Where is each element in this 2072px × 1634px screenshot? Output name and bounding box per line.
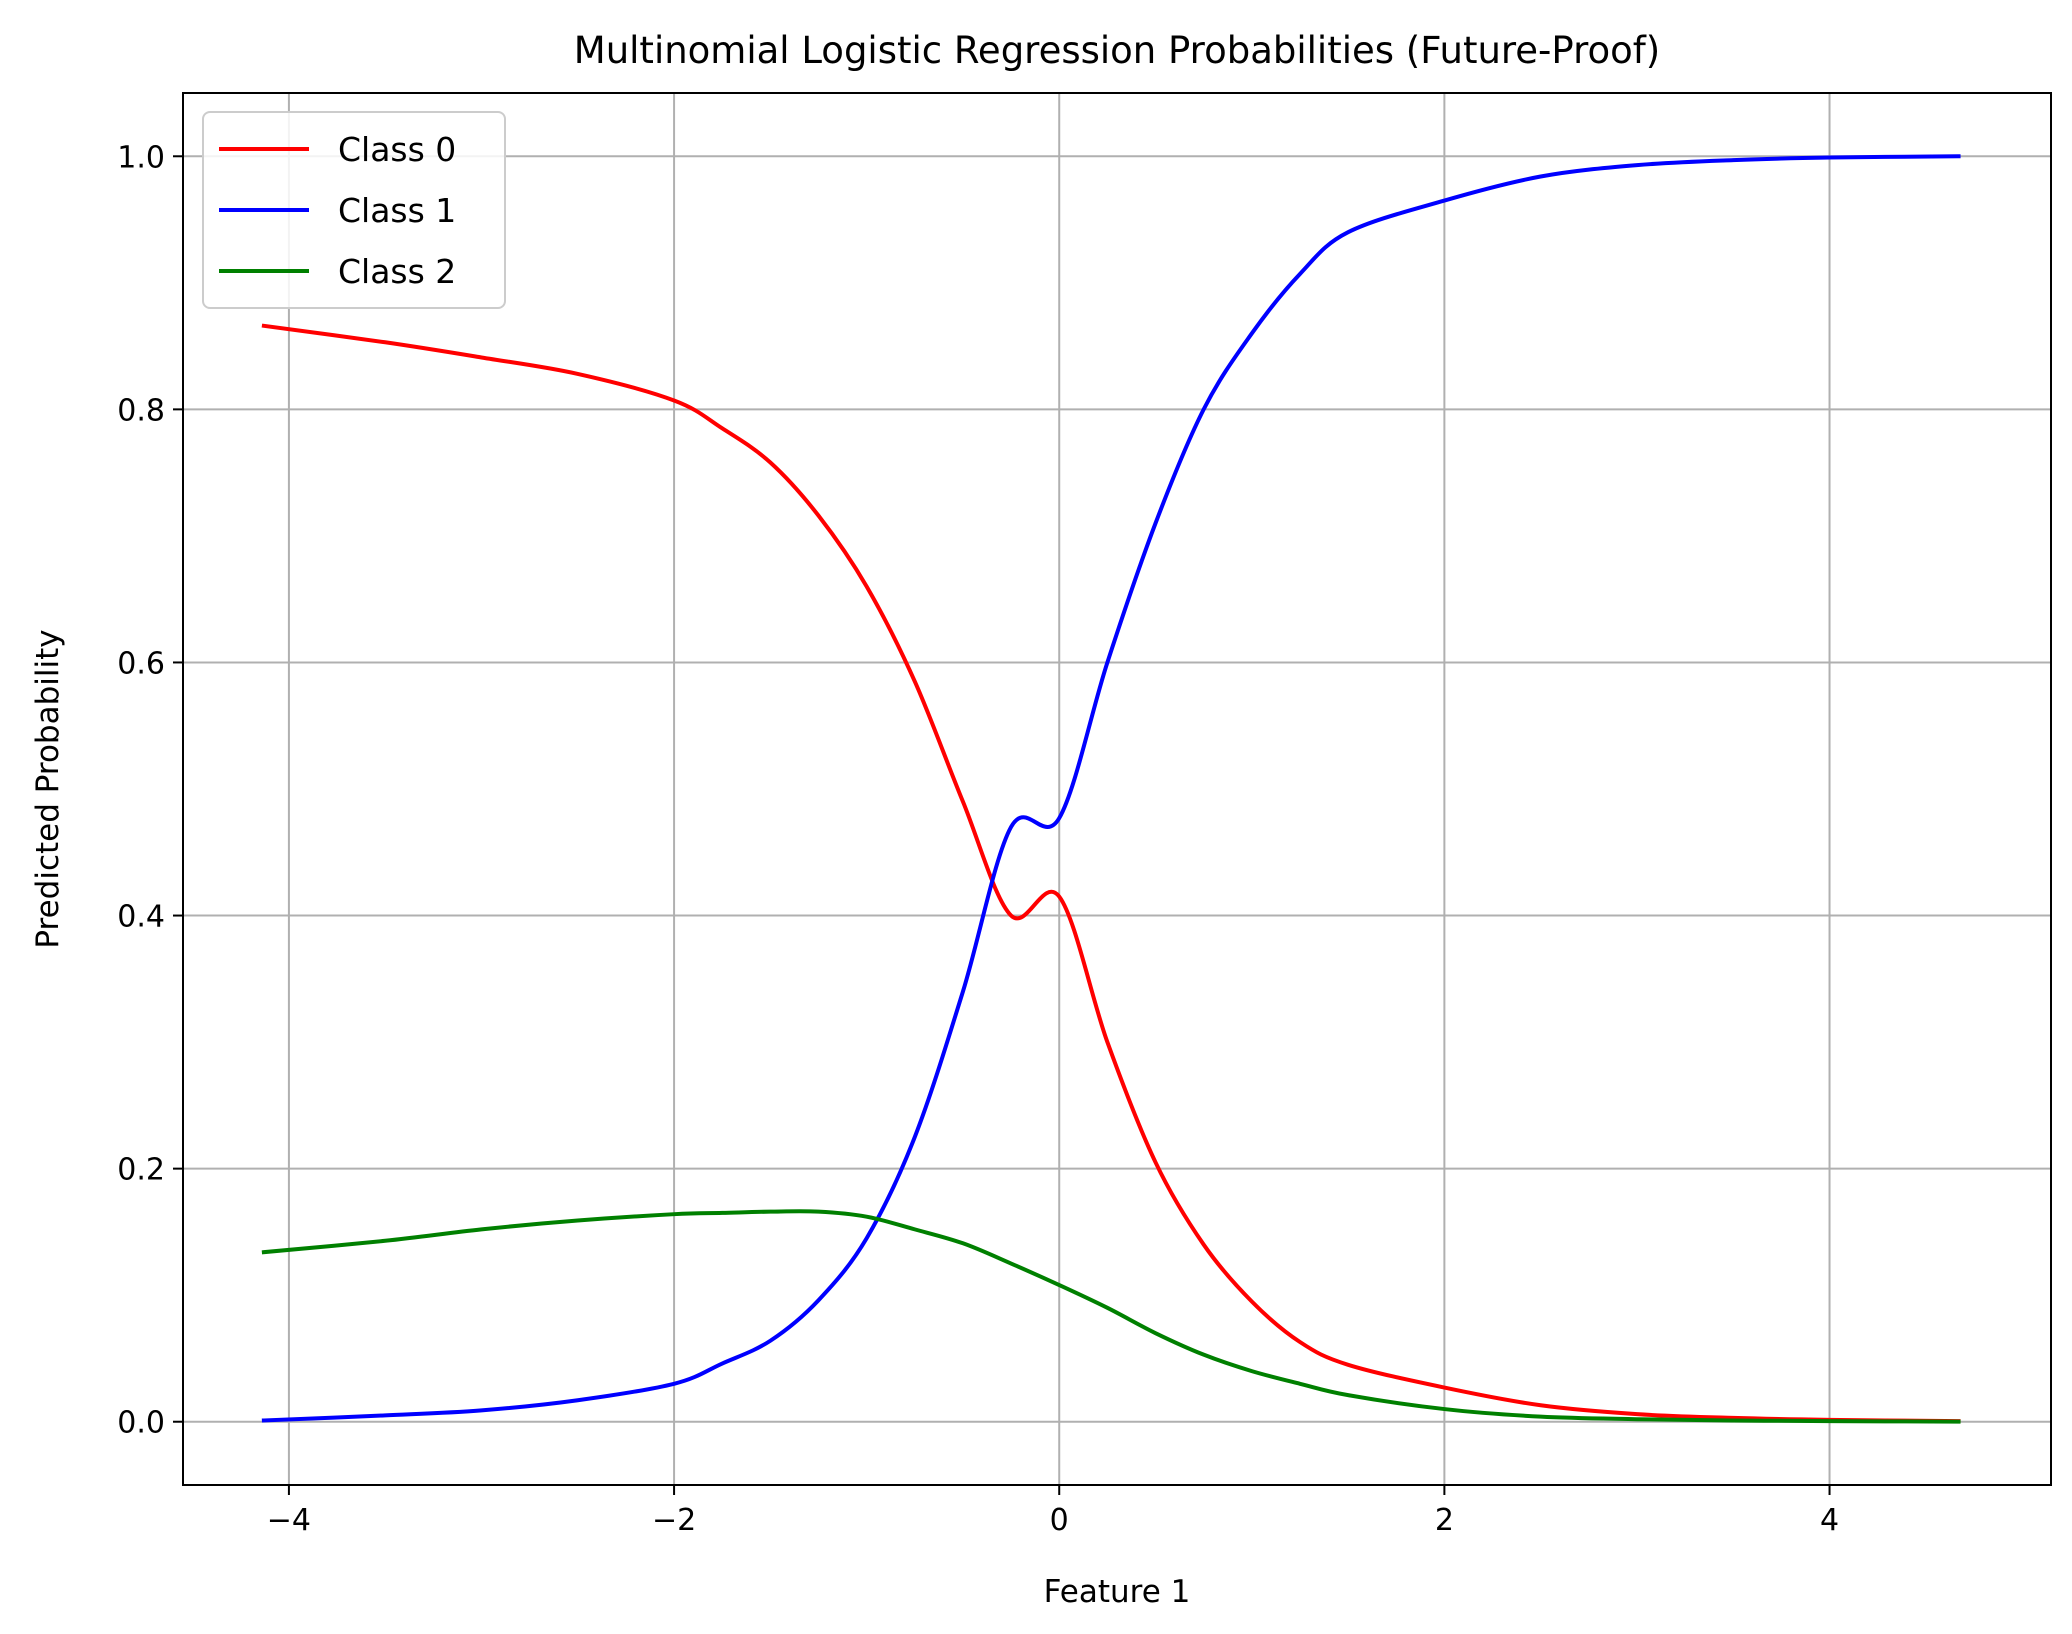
x-tick-label: 2 <box>1435 1503 1454 1538</box>
legend-label-class-0: Class 0 <box>338 130 456 169</box>
x-tick-label: 0 <box>1050 1503 1069 1538</box>
x-axis-label: Feature 1 <box>1044 1574 1191 1610</box>
legend-label-class-1: Class 1 <box>338 191 456 230</box>
y-tick-label: 0.2 <box>117 1153 165 1188</box>
series-line-class-0 <box>261 323 1961 1424</box>
chart-title: Multinomial Logistic Regression Probabil… <box>574 29 1660 72</box>
series-lines <box>261 154 1961 1424</box>
y-axis-label: Predicted Probability <box>30 629 66 948</box>
x-tick-label: 4 <box>1820 1503 1839 1538</box>
y-tick-label: 0.8 <box>117 393 165 428</box>
legend-label-class-2: Class 2 <box>338 252 456 291</box>
axis-ticks: −4 −2 0 2 4 0.0 0.2 0.4 0.6 0.8 1.0 <box>117 140 1839 1538</box>
y-tick-label: 0.6 <box>117 646 165 681</box>
y-tick-label: 0.4 <box>117 900 165 935</box>
y-tick-label: 0.0 <box>117 1406 165 1441</box>
series-line-class-2 <box>261 1209 1961 1424</box>
y-tick-label: 1.0 <box>117 140 165 175</box>
x-tick-label: −2 <box>652 1503 696 1538</box>
legend: Class 0 Class 1 Class 2 <box>202 111 506 309</box>
plot-frame <box>182 92 2052 1486</box>
x-tick-label: −4 <box>267 1503 311 1538</box>
series-line-class-1 <box>261 154 1961 1423</box>
legend-box <box>202 111 506 309</box>
